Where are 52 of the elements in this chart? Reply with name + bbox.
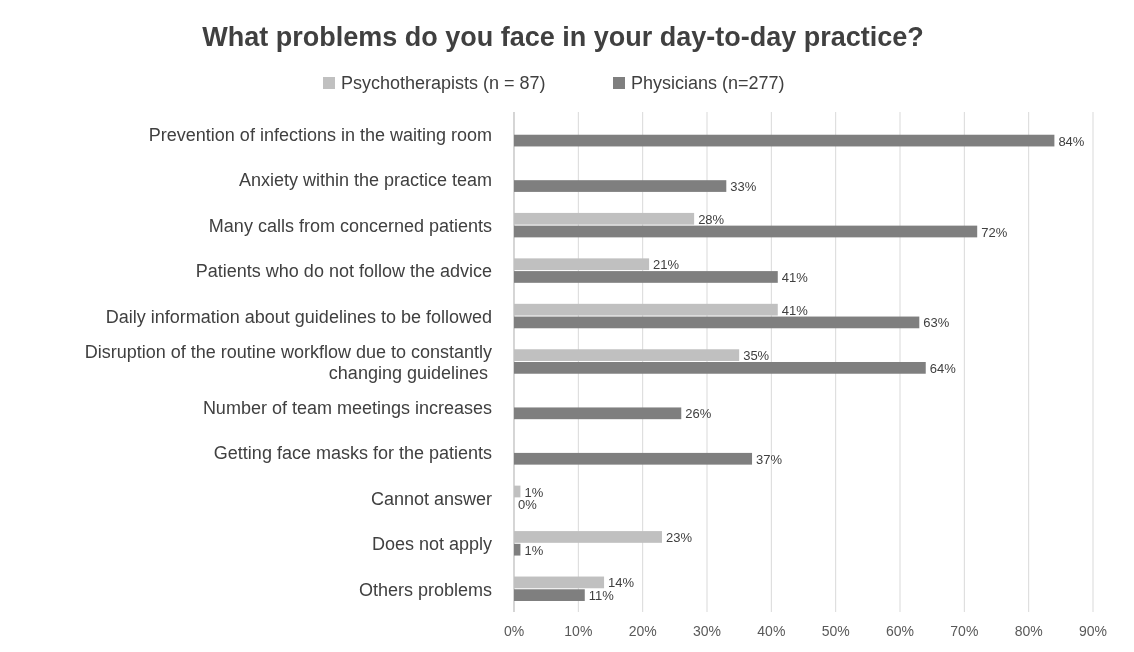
data-label: 84%	[1058, 133, 1085, 149]
y-tick-label: Anxiety within the practice team	[238, 170, 492, 191]
data-label: 35%	[743, 348, 770, 364]
data-label: 26%	[685, 406, 712, 422]
y-tick-label: Many calls from concerned patients	[208, 215, 492, 236]
data-label: 1%	[524, 484, 544, 500]
y-tick-label: Number of team meetings increases	[202, 397, 492, 418]
data-label: 33%	[730, 179, 757, 195]
bar	[514, 316, 920, 329]
x-tick-label: 30%	[692, 623, 722, 639]
x-tick-label: 80%	[1014, 623, 1043, 639]
y-tick-label: Cannot answer	[370, 488, 492, 509]
y-tick-label: Getting face masks for the patients	[213, 443, 492, 464]
legend-label: Physicians (n=277)	[631, 73, 785, 94]
chart-title: What problems do you face in your day-to-day practice?	[202, 22, 924, 52]
y-tick-label: Patients who do not follow the advice	[195, 261, 492, 282]
data-label: 64%	[929, 360, 957, 376]
x-tick-label: 20%	[628, 623, 657, 639]
bar	[514, 134, 1055, 147]
bar	[514, 180, 727, 192]
y-tick-label: Others problems	[358, 579, 492, 600]
x-tick-label: 10%	[564, 623, 593, 639]
y-tick-label: Does not apply	[371, 534, 492, 555]
data-label: 41%	[781, 270, 809, 285]
data-label: 72%	[981, 224, 1008, 240]
bar	[514, 543, 521, 556]
data-label: 28%	[698, 211, 725, 227]
bar	[514, 589, 585, 601]
data-label: 21%	[653, 257, 680, 273]
bar	[514, 225, 978, 238]
data-label: 37%	[756, 451, 783, 467]
x-tick-label: 60%	[885, 623, 915, 639]
y-tick-label: Prevention of infections in the waiting room	[148, 125, 492, 146]
y-tick-label: Disruption of the routine workflow due to constantly changing guidelines	[84, 341, 492, 383]
bar	[514, 271, 778, 283]
x-tick-label: 0%	[503, 623, 525, 639]
data-label: 41%	[781, 302, 809, 318]
bar	[514, 452, 753, 465]
data-label: 1%	[524, 542, 544, 558]
x-tick-label: 90%	[1078, 623, 1108, 639]
bar	[514, 362, 926, 374]
data-label: 0%	[518, 497, 538, 513]
bar	[514, 407, 682, 420]
legend-label: Psychotherapists (n = 87)	[341, 73, 546, 94]
data-label: 11%	[588, 588, 615, 604]
data-label: 63%	[923, 315, 950, 331]
data-label: 23%	[665, 530, 693, 545]
x-tick-label: 70%	[950, 623, 979, 639]
data-label: 14%	[608, 575, 635, 591]
y-tick-label: Daily information about guidelines to be followed	[105, 306, 492, 327]
x-tick-label: 40%	[757, 623, 786, 639]
x-tick-label: 50%	[821, 623, 850, 639]
